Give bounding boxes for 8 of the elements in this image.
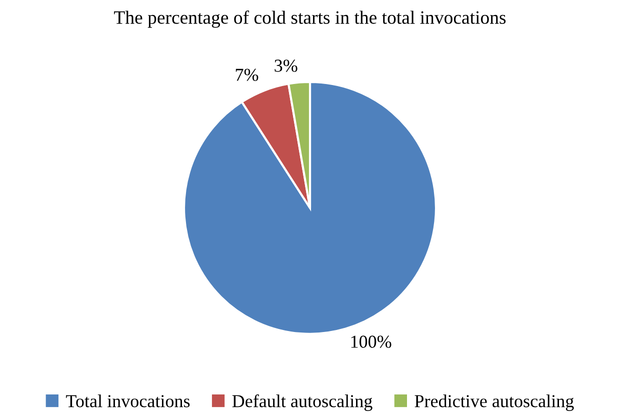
pie-slice <box>182 80 438 335</box>
legend-label: Predictive autoscaling <box>414 394 574 411</box>
data-label: 100% <box>351 336 392 348</box>
data-label: 7% <box>236 68 258 81</box>
chart-title: The percentage of cold starts in the total invocations <box>114 10 506 28</box>
legend-label: Total invocations <box>66 394 190 408</box>
data-label: 3% <box>274 60 298 72</box>
legend-label: Default autoscaling <box>232 394 372 411</box>
